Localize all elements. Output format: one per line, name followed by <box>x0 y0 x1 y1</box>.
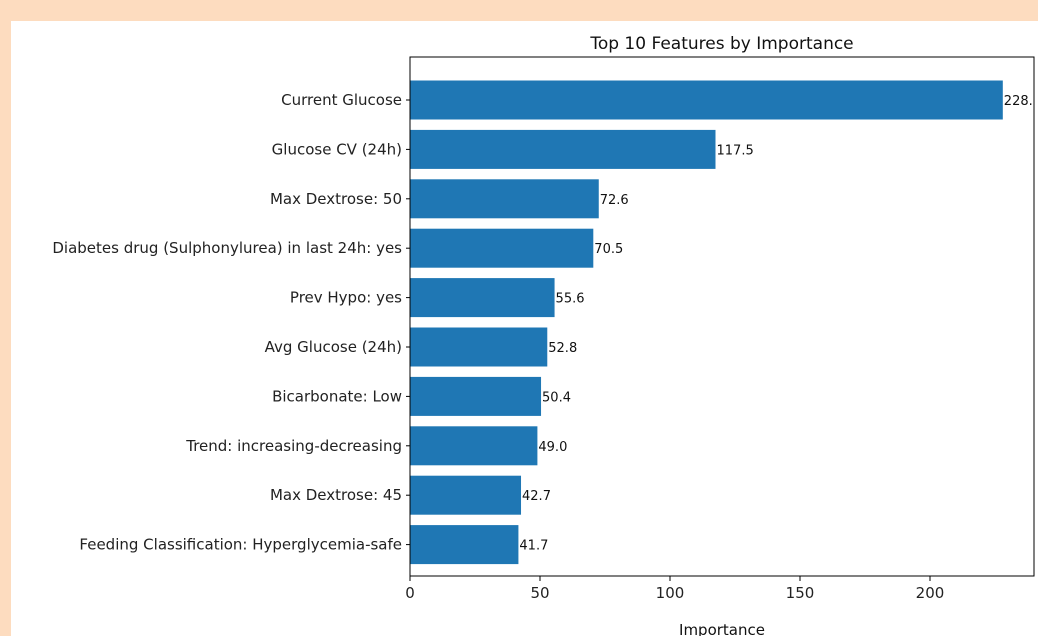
bar-value-labels: 228. 117.5 72.6 70.5 55.6 52.8 50.4 49.0 42.7 41.… <box>519 94 1032 554</box>
bar <box>410 278 555 318</box>
bar <box>410 228 594 268</box>
bar <box>410 179 599 219</box>
bar-chart: Top 10 Features by Importance Current Gl… <box>52 34 1035 636</box>
bar <box>410 426 538 466</box>
bar <box>410 327 548 367</box>
y-tick-label: Bicarbonate: Low <box>272 387 402 405</box>
bar-value-label: 49.0 <box>538 440 567 455</box>
x-tick-labels: 0 50 100 150 200 <box>405 576 944 602</box>
y-tick-label: Prev Hypo: yes <box>290 289 402 307</box>
x-tick-label: 100 <box>656 584 685 602</box>
bar <box>410 129 716 169</box>
chart-title: Top 10 Features by Importance <box>589 34 853 54</box>
bar-value-label: 228. <box>1004 94 1033 109</box>
x-tick-label: 50 <box>530 584 549 602</box>
bar-value-label: 70.5 <box>594 242 623 257</box>
y-tick-label: Max Dextrose: 45 <box>270 486 402 504</box>
bar <box>410 80 1003 120</box>
y-tick-label: Current Glucose <box>281 91 402 109</box>
x-tick-label: 0 <box>405 584 415 602</box>
bar-value-label: 55.6 <box>556 292 585 307</box>
y-tick-label: Avg Glucose (24h) <box>265 338 402 356</box>
chart-figure: Top 10 Features by Importance Current Gl… <box>11 21 1038 636</box>
x-tick-label: 200 <box>916 584 945 602</box>
bar <box>410 525 519 565</box>
x-axis-label: Importance <box>679 621 765 636</box>
y-tick-label: Max Dextrose: 50 <box>270 190 402 208</box>
bar-value-label: 117.5 <box>717 143 754 158</box>
axes-frame <box>409 56 1035 577</box>
y-tick-label: Trend: increasing-decreasing <box>185 437 402 455</box>
bar <box>410 376 542 416</box>
bar-value-label: 52.8 <box>548 341 577 356</box>
bar <box>410 475 522 515</box>
y-tick-label: Glucose CV (24h) <box>272 140 402 158</box>
y-tick-label: Feeding Classification: Hyperglycemia-sa… <box>79 536 402 554</box>
bars-group <box>410 80 1003 565</box>
bar-value-label: 41.7 <box>519 539 548 554</box>
y-tick-label: Diabetes drug (Sulphonylurea) in last 24… <box>52 239 402 257</box>
y-tick-labels: Current Glucose Glucose CV (24h) Max Dextr… <box>52 91 410 554</box>
bar-value-label: 72.6 <box>600 193 629 208</box>
x-tick-label: 150 <box>786 584 815 602</box>
bar-value-label: 50.4 <box>542 390 571 405</box>
bar-value-label: 42.7 <box>522 489 551 504</box>
